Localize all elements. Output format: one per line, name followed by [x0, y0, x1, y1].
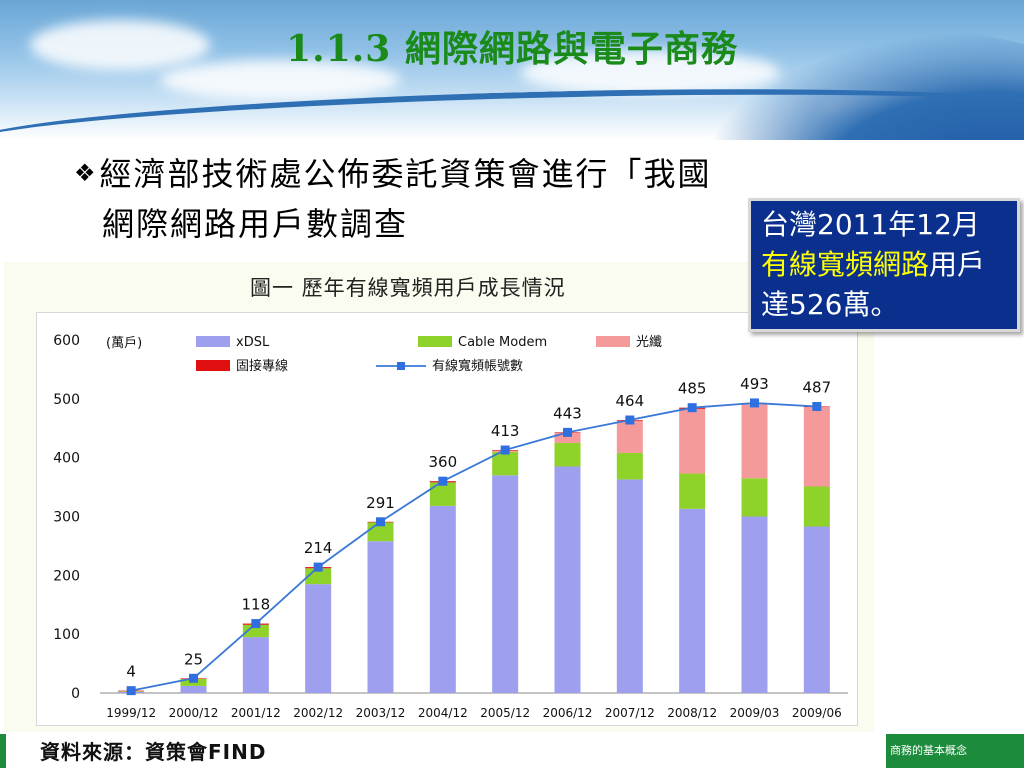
bar-segment — [616, 479, 643, 693]
bar-segment — [679, 473, 706, 509]
bar-segment — [741, 516, 768, 693]
data-label: 413 — [491, 422, 520, 440]
data-label: 4 — [126, 663, 136, 681]
line-point-marker — [189, 673, 198, 683]
legend-swatch — [196, 360, 230, 371]
legend-marker-swatch — [397, 362, 405, 370]
data-label: 25 — [184, 650, 203, 668]
x-tick-label: 2004/12 — [418, 706, 468, 720]
y-tick-label: 0 — [71, 686, 80, 702]
bullet-text: ❖經濟部技術處公佈委託資策會進行「我國 網際網路用戶數調查 — [74, 148, 934, 249]
legend-label: 有線寬頻帳號數 — [432, 358, 523, 374]
x-tick-label: 2009/06 — [792, 706, 842, 720]
data-label: 291 — [366, 494, 395, 512]
line-point-marker — [438, 476, 448, 486]
legend-label: 光纖 — [636, 335, 662, 350]
x-tick-label: 2003/12 — [356, 706, 406, 720]
header-sky-background — [0, 0, 1024, 140]
bar-segment — [554, 442, 581, 467]
y-tick-label: 600 — [53, 333, 80, 349]
y-tick-label: 300 — [53, 510, 80, 526]
line-point-marker — [750, 398, 759, 408]
callout-text-part2: 用戶達526萬。 — [761, 248, 986, 321]
data-label: 214 — [304, 539, 333, 557]
bar-segment — [679, 508, 706, 693]
data-label: 360 — [429, 453, 458, 471]
data-label: 443 — [553, 404, 582, 422]
x-tick-label: 2002/12 — [293, 706, 343, 720]
x-tick-label: 1999/12 — [106, 706, 156, 720]
bullet-line-2: 網際網路用戶數調查 — [102, 205, 409, 243]
data-label: 464 — [616, 392, 645, 410]
bar-segment — [616, 452, 643, 480]
x-tick-label: 2001/12 — [231, 706, 281, 720]
diamond-bullet-icon: ❖ — [74, 159, 98, 187]
legend-label: 固接專線 — [236, 358, 288, 374]
line-point-marker — [313, 562, 323, 572]
bar-segment — [242, 637, 269, 693]
bar-segment — [367, 541, 394, 693]
cloud-decoration — [30, 20, 210, 70]
callout-text-part1: 台灣2011年12月 — [761, 208, 980, 241]
y-tick-label: 100 — [53, 627, 80, 643]
callout-highlight: 有線寬頻網路 — [761, 248, 930, 281]
bar-segment — [803, 526, 830, 693]
bar-segment — [429, 482, 456, 506]
footer-section-label: 商務的基本概念 — [886, 734, 1024, 768]
bar-segment — [492, 475, 519, 693]
bar-segment — [492, 451, 519, 476]
x-tick-label: 2009/03 — [730, 706, 780, 720]
line-point-marker — [625, 415, 635, 425]
bar-segment — [554, 432, 581, 443]
bar-segment — [554, 466, 581, 693]
x-tick-label: 2008/12 — [667, 706, 717, 720]
line-point-marker — [563, 427, 572, 437]
y-tick-label: 400 — [53, 451, 80, 467]
data-label: 487 — [803, 378, 832, 396]
bar-segment — [616, 420, 643, 453]
legend-swatch — [596, 336, 630, 347]
legend-swatch — [196, 336, 230, 347]
line-point-marker — [126, 686, 136, 696]
chart-title: 圖一 歷年有線寬頻用戶成長情況 — [250, 276, 566, 300]
bullet-line-1: 經濟部技術處公佈委託資策會進行「我國 — [99, 155, 712, 193]
bar-segment — [679, 408, 706, 474]
y-tick-label: 200 — [53, 568, 80, 584]
bar-segment — [429, 505, 456, 693]
bar-segment — [242, 624, 269, 638]
bar-segment — [305, 584, 332, 693]
x-tick-label: 2005/12 — [480, 706, 530, 720]
footer-left-bar — [0, 734, 6, 768]
bar-segment — [180, 685, 207, 693]
x-tick-label: 2000/12 — [169, 706, 219, 720]
line-point-marker — [500, 445, 510, 455]
line-point-marker — [687, 403, 697, 413]
line-series-path — [131, 402, 817, 692]
legend-swatch — [418, 336, 452, 347]
line-point-marker — [812, 401, 822, 411]
bar-segment — [741, 402, 768, 479]
source-note: 資料來源：資策會FIND — [40, 740, 267, 764]
x-tick-label: 2006/12 — [543, 706, 593, 720]
y-unit-label: (萬戶) — [106, 336, 142, 351]
y-tick-label: 500 — [53, 392, 80, 408]
line-point-marker — [376, 517, 385, 527]
slide-title: 1.1.3 網際網路與電子商務 — [286, 28, 738, 70]
callout-box: 台灣2011年12月有線寬頻網路用戶達526萬。 — [748, 198, 1020, 332]
cloud-decoration — [160, 60, 400, 100]
x-tick-label: 2007/12 — [605, 706, 655, 720]
data-label: 118 — [242, 596, 271, 614]
bar-segment — [803, 486, 830, 527]
bar-segment — [741, 478, 768, 517]
legend-label: xDSL — [236, 335, 270, 350]
data-label: 493 — [740, 375, 769, 393]
line-point-marker — [251, 619, 261, 629]
data-label: 485 — [678, 380, 707, 398]
legend-label: Cable Modem — [458, 335, 547, 350]
bar-segment — [803, 407, 830, 487]
